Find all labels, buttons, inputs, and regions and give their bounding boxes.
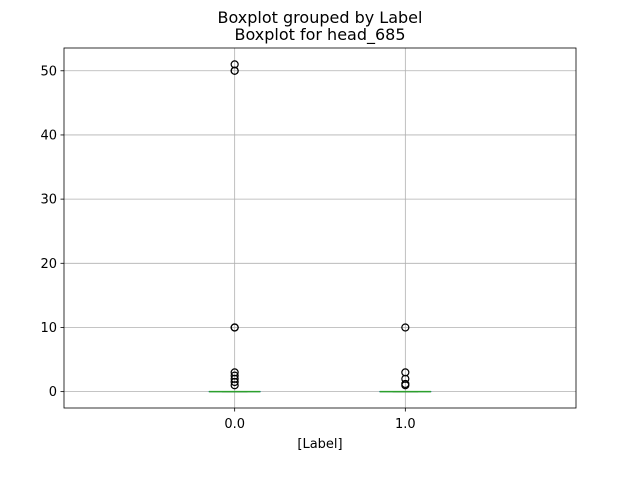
grid: [64, 48, 576, 408]
outlier-point: [230, 368, 239, 377]
chart-suptitle: Boxplot grouped by Label: [218, 8, 423, 27]
x-tick-label: 0.0: [224, 417, 245, 432]
boxes: [208, 60, 432, 393]
y-tick-label: 40: [40, 128, 57, 143]
outlier-point: [230, 323, 239, 332]
x-tick-label: 1.0: [395, 417, 416, 432]
y-tick-label: 10: [40, 321, 57, 336]
y-tick-label: 20: [40, 257, 57, 272]
chart-title: Boxplot for head_685: [234, 25, 405, 45]
y-tick-label: 0: [49, 385, 57, 400]
outlier-point: [230, 371, 239, 380]
y-tick-label: 30: [40, 193, 57, 208]
axis-ticks: 0 10 20 30 40 50 0.0 1.0: [40, 64, 415, 432]
outlier-point: [230, 60, 239, 69]
outlier-point: [401, 368, 410, 377]
x-axis-label: [Label]: [297, 437, 342, 452]
outlier-point: [401, 379, 410, 389]
box-group-1.0: [379, 323, 432, 393]
y-tick-label: 50: [40, 64, 57, 79]
outlier-point: [401, 323, 410, 332]
plot-area-frame: [63, 47, 577, 409]
box-group-0.0: [208, 60, 261, 393]
